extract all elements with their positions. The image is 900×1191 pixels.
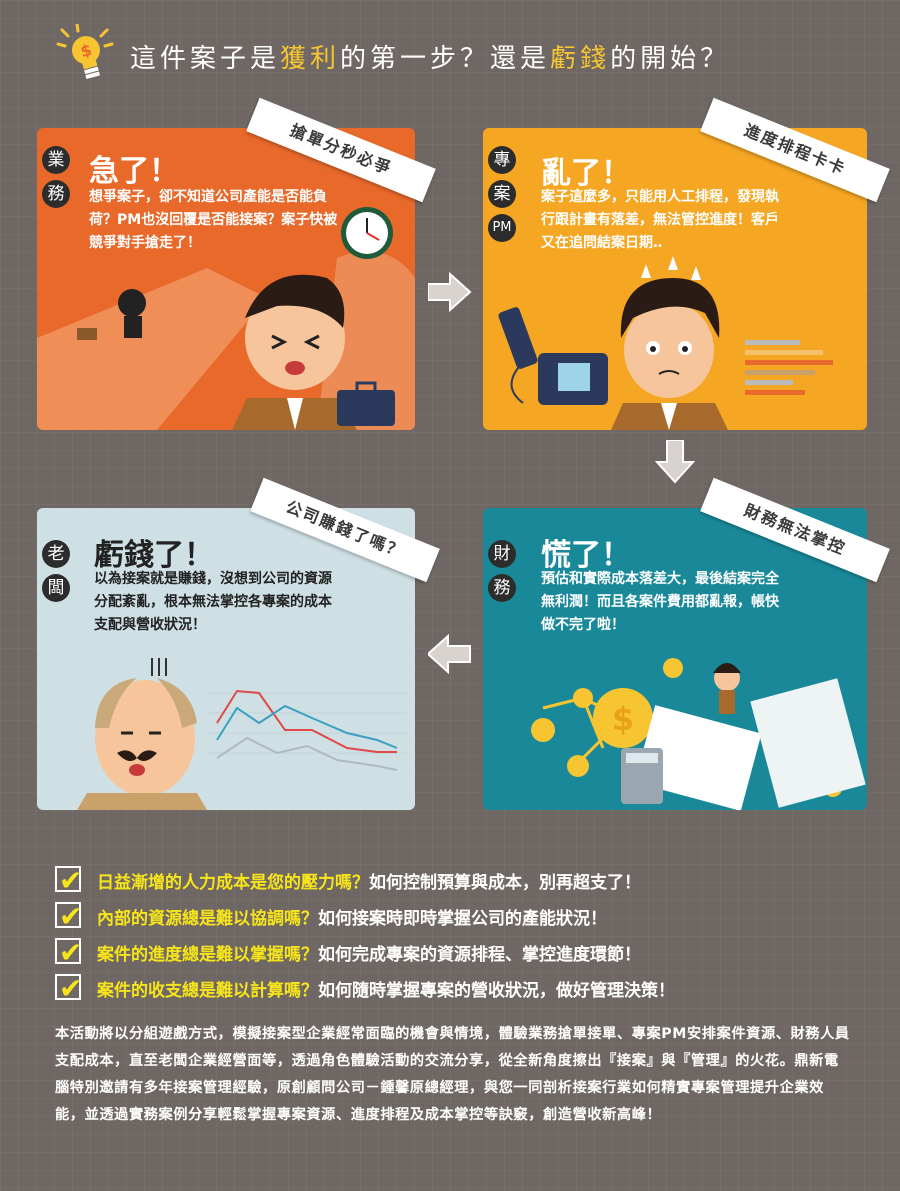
panel-sales: 業務 急了！ 想爭案子，卻不知道公司產能是否能負荷？PM也沒回覆是否能接案？案子…	[37, 128, 415, 430]
panel-description: 預估和實際成本落差大，最後結案完全無利潤！而且各案件費用都亂報，帳快做不完了啦！	[541, 571, 779, 633]
event-description: 本活動將以分組遊戲方式，模擬接案型企業經常面臨的機會與情境，體驗業務搶單接單、專…	[55, 1026, 850, 1123]
coin-icon: $	[593, 688, 653, 748]
boss-illustration	[77, 658, 407, 810]
sales-illustration	[37, 207, 415, 430]
panel-title: 虧錢了！	[94, 538, 214, 573]
headline: 這件案子是獲利的第一步？還是虧錢的開始？	[130, 44, 731, 74]
arrow-down-icon	[655, 440, 695, 484]
finance-illustration: $	[531, 658, 866, 810]
checklist: ✔ 日益漸增的人力成本是您的壓力嗎？如何控制預算與成本，別再超支了！ ✔ 內部的…	[55, 862, 855, 1006]
list-item: ✔ 日益漸增的人力成本是您的壓力嗎？如何控制預算與成本，別再超支了！	[55, 862, 855, 897]
page-header: $ 這件案子是獲利的第一步？還是虧錢的開始？	[55, 24, 855, 84]
checkbox: ✔	[55, 972, 82, 1005]
checkbox: ✔	[55, 936, 82, 969]
role-badge-finance: 財務	[488, 540, 518, 608]
panel-finance: $ 財務 慌了！ 預估和實際成本落差大，最後結案完全無利潤！而且各案件費用都亂報…	[483, 508, 867, 810]
arrow-left-icon	[428, 634, 471, 674]
arrow-right-icon	[428, 272, 472, 312]
list-item: ✔ 案件的收支總是難以計算嗎？如何隨時掌握專案的營收狀況，做好管理決策！	[55, 970, 855, 1005]
panel-boss: 老闆 虧錢了！ 以為接案就是賺錢，沒想到公司的資源分配紊亂，根本無法掌控各專案的…	[37, 508, 415, 810]
telephone-icon	[498, 307, 608, 405]
check-icon: ✔	[59, 936, 83, 969]
panel-title: 急了！	[89, 154, 179, 189]
panel-description: 想爭案子，卻不知道公司產能是否能負荷？PM也沒回覆是否能接案？案子快被競爭對手搶…	[89, 189, 338, 251]
list-item: ✔ 案件的進度總是難以掌握嗎？如何完成專案的資源排程、掌控進度環節！	[55, 934, 855, 969]
check-icon: ✔	[59, 864, 83, 897]
svg-text:$: $	[78, 40, 94, 61]
role-badge-pm: 專案 PM	[488, 146, 518, 248]
calculator-icon	[621, 748, 663, 804]
check-icon: ✔	[59, 900, 83, 933]
clock-icon	[341, 207, 393, 259]
check-icon: ✔	[59, 972, 83, 1005]
lightbulb-icon: $	[56, 24, 114, 79]
checkbox: ✔	[55, 900, 82, 933]
panel-description: 以為接案就是賺錢，沒想到公司的資源分配紊亂，根本無法掌控各專案的成本支配與營收狀…	[94, 571, 332, 633]
role-badge-boss: 老闆	[42, 540, 72, 608]
panel-pm: 專案 PM 亂了！ 案子這麼多，只能用人工排程，發現執行跟計畫有落差，無法管控進度…	[483, 128, 867, 430]
svg-text:$: $	[612, 700, 634, 738]
panel-title: 慌了！	[541, 538, 631, 573]
panel-description: 案子這麼多，只能用人工排程，發現執行跟計畫有落差，無法管控進度！客戶又在追問結案…	[541, 189, 779, 251]
checkbox: ✔	[55, 864, 82, 897]
panel-title: 亂了！	[541, 156, 631, 191]
briefcase-icon	[337, 381, 395, 426]
role-badge-sales: 業務	[42, 146, 72, 214]
pm-illustration	[498, 256, 833, 430]
list-item: ✔ 內部的資源總是難以協調嗎？如何接案時即時掌握公司的產能狀況！	[55, 898, 855, 933]
